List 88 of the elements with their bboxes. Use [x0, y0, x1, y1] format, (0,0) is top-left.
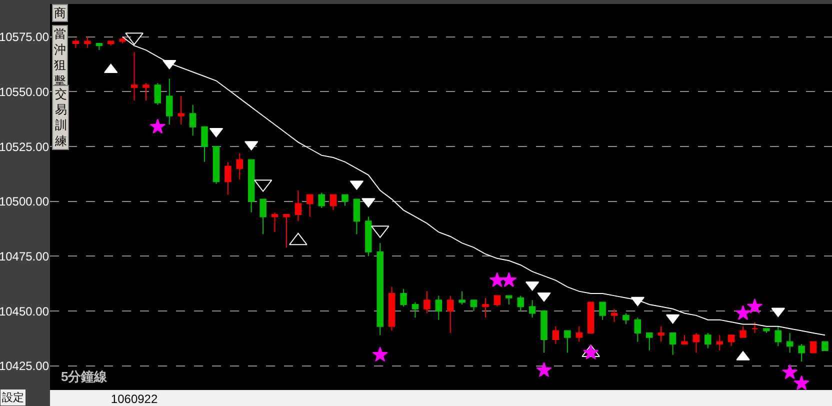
candlestick: [564, 330, 571, 354]
candlestick: [400, 288, 407, 308]
candlestick: [271, 212, 278, 233]
candlestick: [84, 36, 91, 48]
candlestick: [119, 36, 126, 44]
text: 商: [54, 6, 66, 20]
x-tick-label: 1060922: [110, 392, 158, 406]
candlestick: [212, 146, 220, 184]
candlestick: [610, 308, 618, 323]
candlestick: [552, 326, 560, 344]
candlestick: [810, 341, 817, 354]
candlestick: [388, 286, 396, 332]
candlestick: [130, 52, 138, 101]
candlestick: [365, 216, 372, 257]
candlestick: [798, 343, 805, 362]
candlestick: [786, 332, 794, 354]
candlestick: [72, 38, 80, 48]
candlestick: [306, 194, 314, 218]
candlestick: [458, 290, 466, 305]
candlestick: [470, 300, 478, 312]
point: [537, 292, 551, 302]
candlestick: [482, 297, 489, 318]
candlestick: [669, 332, 676, 356]
y-tick-label: 10450.00: [0, 304, 50, 318]
candlestick: [435, 295, 442, 320]
candlestick: [774, 326, 782, 347]
candlestick: [330, 194, 337, 211]
y-tick-label: 10425.00: [0, 359, 50, 374]
candlestick: [740, 326, 746, 338]
candlestick: [189, 104, 196, 136]
candlestick: [224, 161, 232, 196]
annotation: 5分鐘線: [61, 369, 108, 384]
candlestick: [634, 317, 642, 342]
point: [501, 272, 517, 288]
candlestick: [447, 295, 454, 334]
candlestick: [658, 326, 664, 342]
point: [372, 346, 388, 362]
point: [794, 375, 810, 390]
point: [536, 362, 552, 377]
candlestick: [622, 312, 630, 325]
candlestick: [412, 302, 419, 318]
point: [489, 272, 506, 288]
y-tick-label: 10500.00: [0, 194, 50, 209]
point: [746, 298, 763, 314]
candlestick: [716, 334, 723, 352]
candlestick: [517, 295, 524, 312]
candlestick: [728, 334, 735, 347]
point: [162, 60, 176, 70]
candlestick: [178, 96, 184, 126]
candlestick: [353, 198, 360, 235]
candlestick: [494, 295, 501, 308]
candlestick: [154, 82, 162, 106]
candlestick: [318, 192, 325, 208]
candlestick: [201, 126, 208, 162]
candlestick: [822, 341, 828, 352]
candlestick: [576, 326, 583, 342]
candlestick: [692, 332, 700, 354]
candlestick: [342, 194, 348, 206]
candlestick: [236, 152, 244, 180]
point: [735, 305, 751, 320]
candlestick: [248, 159, 255, 213]
text: 交易訓練: [54, 87, 67, 148]
candlestick: [599, 302, 606, 320]
candlestick: [528, 300, 536, 318]
candlestick: [681, 334, 688, 344]
y-tick-label: 10550.00: [0, 84, 50, 99]
candlestick: [376, 242, 384, 336]
candlestick: [751, 322, 758, 334]
y-tick-label: 10475.00: [0, 249, 50, 264]
candlestick: [96, 42, 103, 51]
candlestick: [166, 78, 173, 126]
y-tick-label: 10575.00: [0, 30, 50, 44]
candlestick: [587, 302, 594, 334]
candlestick: [540, 310, 548, 354]
candlestick: [763, 328, 770, 334]
candlestick: [260, 198, 266, 235]
candlestick: [294, 190, 302, 222]
candlestick: [646, 332, 653, 352]
candlestick: [142, 82, 150, 101]
candlestick: [424, 290, 430, 314]
text: 設定: [2, 391, 24, 404]
text: 當沖狙擊: [54, 27, 66, 88]
candlestick: [283, 214, 290, 248]
candlestick: [506, 295, 512, 305]
point: [782, 364, 798, 380]
point: [583, 344, 599, 360]
y-tick-label: 10525.00: [0, 140, 50, 154]
candlestick: [704, 332, 712, 349]
